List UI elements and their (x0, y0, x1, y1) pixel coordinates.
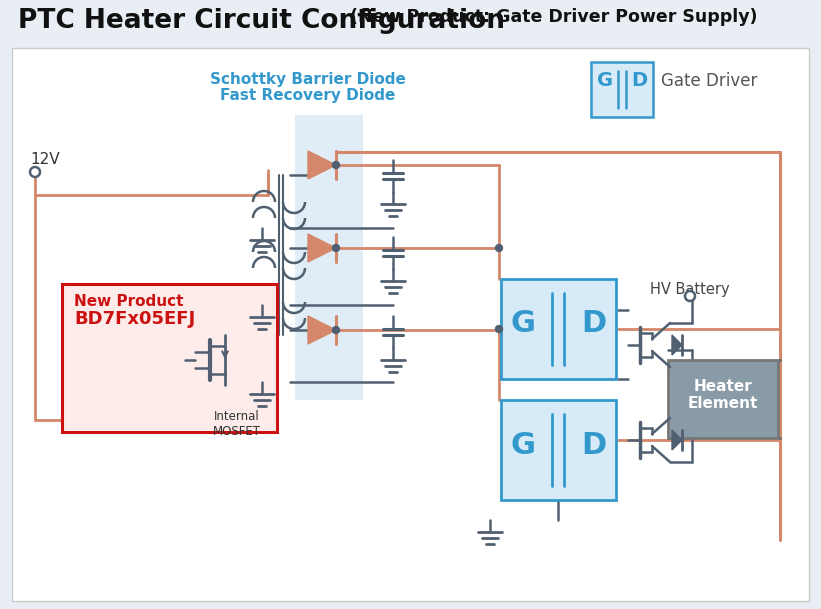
Text: Fast Recovery Diode: Fast Recovery Diode (220, 88, 396, 103)
Circle shape (30, 167, 40, 177)
Circle shape (333, 161, 340, 169)
Bar (501, 279, 616, 379)
Polygon shape (308, 316, 336, 344)
Text: G: G (511, 431, 535, 460)
Bar (501, 400, 616, 500)
Bar (295, 115, 363, 400)
Text: Gate Driver: Gate Driver (661, 72, 758, 90)
Text: HV Battery: HV Battery (650, 282, 730, 297)
Circle shape (333, 326, 340, 334)
Polygon shape (308, 234, 336, 262)
Text: Schottky Barrier Diode: Schottky Barrier Diode (210, 72, 406, 87)
Text: D: D (631, 71, 647, 91)
Text: PTC Heater Circuit Configuration: PTC Heater Circuit Configuration (18, 8, 505, 34)
Text: G: G (511, 309, 535, 339)
Text: New Product: New Product (74, 294, 184, 309)
Circle shape (496, 244, 502, 252)
Text: Heater
Element: Heater Element (688, 379, 758, 411)
Circle shape (333, 244, 340, 252)
Text: (New Product: Gate Driver Power Supply): (New Product: Gate Driver Power Supply) (344, 8, 758, 26)
Circle shape (685, 291, 695, 301)
Bar (62, 284, 277, 432)
Text: D: D (581, 309, 607, 339)
Text: 12V: 12V (30, 152, 60, 167)
Circle shape (496, 325, 502, 333)
Text: G: G (597, 71, 613, 91)
Polygon shape (672, 335, 682, 355)
Text: D: D (581, 431, 607, 460)
Bar (591, 62, 653, 117)
Bar (668, 360, 778, 438)
Polygon shape (308, 151, 336, 179)
Text: BD7Fx05EFJ: BD7Fx05EFJ (74, 310, 195, 328)
Polygon shape (672, 430, 682, 450)
Text: Internal
MOSFET: Internal MOSFET (213, 410, 261, 438)
